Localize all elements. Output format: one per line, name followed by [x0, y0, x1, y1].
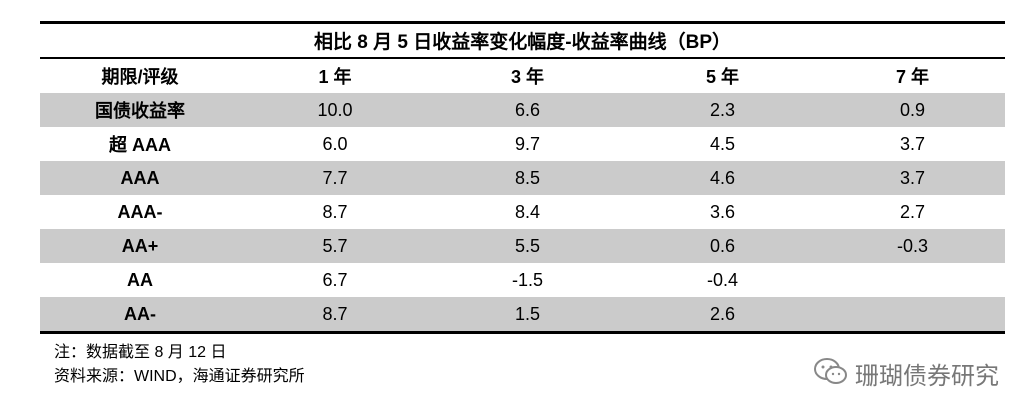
value-cell: 8.5 [430, 161, 625, 195]
row-label: 国债收益率 [40, 93, 240, 127]
row-label: AA- [40, 297, 240, 334]
table-row: 国债收益率 10.0 6.6 2.3 0.9 [40, 93, 1006, 127]
table-row: AA- 8.7 1.5 2.6 [40, 297, 1006, 334]
table-row: AA+ 5.7 5.5 0.6 -0.3 [40, 229, 1006, 263]
header-cell: 5 年 [705, 67, 739, 87]
header-cell: 7 年 [896, 67, 930, 87]
row-label: AAA- [117, 201, 163, 222]
row-label: AA [127, 269, 153, 290]
table-head: 相比 8 月 5 日收益率变化幅度-收益率曲线（BP） 期限/评级 1 年 3 年 5… [40, 21, 1006, 94]
value-cell: 0.9 [820, 93, 1006, 127]
value-cell: 6.0 [322, 133, 348, 154]
wechat-icon [814, 358, 847, 384]
table-row: 超 AAA 6.0 9.7 4.5 3.7 [40, 127, 1005, 161]
source-note: 资料来源：WIND，海通证券研究所 [54, 368, 305, 385]
value-cell: -0.3 [820, 229, 1006, 263]
value-cell: 8.7 [322, 201, 348, 222]
header-cell: 1 年 [318, 67, 352, 87]
note: 注：数据截至 8 月 12 日 [54, 344, 227, 361]
data-table: 相比 8 月 5 日收益率变化幅度-收益率曲线（BP） 期限/评级 1 年 3 年 5… [40, 21, 1006, 334]
value-cell: 4.6 [625, 161, 820, 195]
watermark: 珊瑚债券研究 [855, 363, 999, 390]
value-cell: 2.7 [900, 201, 926, 222]
value-cell [820, 263, 1005, 297]
value-cell: 4.5 [709, 133, 736, 154]
table-row: AAA 7.7 8.5 4.6 3.7 [40, 161, 1006, 195]
header-cell: 3 年 [510, 67, 544, 87]
value-cell: 1.5 [430, 297, 625, 334]
row-label: AAA [40, 161, 240, 195]
value-cell: 6.7 [322, 269, 348, 290]
value-cell: 3.7 [900, 133, 926, 154]
value-cell: 8.7 [240, 297, 430, 334]
value-cell: 6.6 [430, 93, 625, 127]
value-cell: 0.6 [625, 229, 820, 263]
value-cell: 3.6 [709, 201, 736, 222]
header-cell: 期限/评级 [101, 67, 179, 87]
value-cell: -1.5 [511, 269, 544, 290]
value-cell: 5.7 [240, 229, 430, 263]
value-cell: 10.0 [240, 93, 430, 127]
table-title: 相比 8 月 5 日收益率变化幅度-收益率曲线（BP） [40, 21, 1006, 59]
value-cell: 8.4 [514, 201, 541, 222]
value-cell: 5.5 [430, 229, 625, 263]
value-cell [820, 297, 1006, 334]
header-row: 期限/评级 1 年 3 年 5 年 7 年 [40, 58, 1005, 93]
value-cell: 9.7 [514, 133, 541, 154]
title-row: 相比 8 月 5 日收益率变化幅度-收益率曲线（BP） [40, 21, 1006, 59]
value-cell: 2.3 [625, 93, 820, 127]
value-cell: 3.7 [820, 161, 1006, 195]
value-cell: 2.6 [625, 297, 820, 334]
value-cell: 7.7 [240, 161, 430, 195]
table-row: AA 6.7 -1.5 -0.4 [40, 263, 1005, 297]
table-body: 国债收益率 10.0 6.6 2.3 0.9 超 AAA 6.0 9.7 4.5 3.7 AAA 7.… [40, 93, 1006, 334]
table-row: AAA- 8.7 8.4 3.6 2.7 [40, 195, 1005, 229]
row-label: 超 AAA [109, 135, 171, 155]
value-cell: -0.4 [706, 269, 739, 290]
row-label: AA+ [40, 229, 240, 263]
